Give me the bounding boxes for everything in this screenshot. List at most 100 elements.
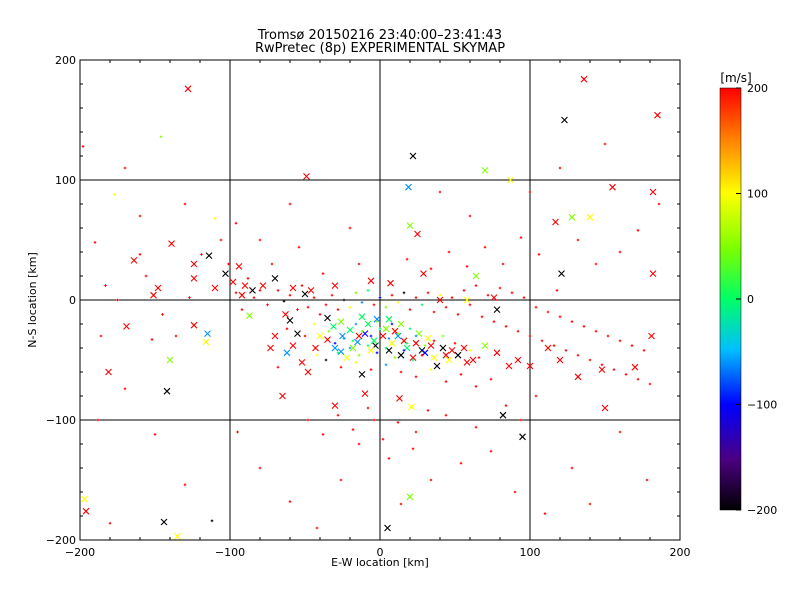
data-point-cross bbox=[259, 282, 267, 289]
data-point-dot bbox=[648, 382, 652, 386]
data-point-cross bbox=[649, 188, 657, 196]
data-point-cross bbox=[454, 351, 462, 359]
data-point-dot bbox=[240, 308, 244, 311]
data-point-cross bbox=[354, 338, 361, 346]
data-point-dot bbox=[360, 301, 364, 304]
data-point-dot bbox=[357, 442, 361, 446]
data-point-dot bbox=[501, 262, 505, 266]
data-point-dot bbox=[348, 346, 352, 350]
data-point-cross bbox=[364, 320, 372, 328]
data-point-dot bbox=[411, 358, 415, 362]
data-point-dot bbox=[387, 457, 391, 460]
data-point-dot bbox=[486, 293, 490, 297]
data-point-dot bbox=[296, 308, 299, 311]
data-point-cross bbox=[337, 348, 345, 355]
data-point-dot bbox=[555, 289, 559, 292]
data-point-cross bbox=[507, 176, 514, 184]
data-point-cross bbox=[445, 356, 453, 364]
x-tick-label: 200 bbox=[670, 546, 691, 559]
data-point-cross bbox=[514, 356, 522, 364]
data-point-dot bbox=[516, 329, 520, 333]
data-point-dot bbox=[96, 418, 100, 422]
data-point-cross bbox=[409, 354, 417, 361]
data-point-dot bbox=[252, 296, 256, 299]
data-point-cross bbox=[355, 332, 363, 340]
data-point-dot bbox=[453, 341, 457, 345]
data-point-dot bbox=[174, 334, 178, 338]
data-point-dot bbox=[288, 293, 292, 297]
scatter-points bbox=[81, 75, 661, 540]
data-point-dot bbox=[351, 339, 355, 343]
data-point-dot bbox=[528, 334, 532, 338]
data-point-dot bbox=[411, 447, 415, 451]
data-point-dot bbox=[483, 245, 487, 249]
data-point-cross bbox=[406, 493, 414, 501]
data-point-cross bbox=[267, 344, 274, 352]
data-point-dot bbox=[318, 313, 322, 316]
data-point-dot bbox=[227, 262, 230, 266]
data-point-dot bbox=[258, 238, 262, 242]
data-point-dot bbox=[303, 334, 307, 338]
data-point-dot bbox=[183, 483, 187, 487]
data-point-dot bbox=[570, 320, 574, 323]
data-point-dot bbox=[360, 329, 364, 333]
data-point-dot bbox=[375, 351, 379, 355]
data-point-dot bbox=[258, 289, 262, 292]
data-point-dot bbox=[636, 377, 640, 381]
data-point-cross bbox=[414, 230, 421, 238]
colorbar-tick-label: 200 bbox=[747, 82, 768, 95]
grid-lines bbox=[80, 60, 680, 540]
data-point-cross bbox=[430, 354, 438, 361]
data-point-dot bbox=[396, 421, 400, 424]
data-point-dot bbox=[357, 262, 361, 266]
data-point-dot bbox=[492, 320, 496, 323]
data-point-dot bbox=[510, 291, 514, 295]
chart-title: Tromsø 20150216 23:40:00–23:41:43 bbox=[257, 28, 502, 43]
data-point-cross bbox=[286, 317, 294, 324]
data-point-cross bbox=[448, 347, 456, 354]
data-point-dot bbox=[210, 519, 214, 523]
colorbar-label: [m/s] bbox=[720, 71, 751, 85]
data-point-dot bbox=[288, 500, 292, 503]
data-point-dot bbox=[138, 214, 142, 218]
data-point-dot bbox=[219, 238, 223, 242]
data-point-dot bbox=[366, 344, 370, 347]
data-point-cross bbox=[433, 362, 441, 370]
data-point-dot bbox=[236, 430, 239, 434]
data-point-cross bbox=[324, 314, 331, 322]
data-point-dot bbox=[213, 217, 217, 220]
data-point-cross bbox=[387, 279, 394, 287]
data-point-dot bbox=[396, 301, 400, 304]
data-point-dot bbox=[636, 229, 640, 232]
data-point-cross bbox=[331, 344, 339, 352]
data-point-dot bbox=[405, 257, 409, 261]
data-point-cross bbox=[307, 287, 315, 294]
data-point-cross bbox=[324, 336, 331, 343]
data-point-dot bbox=[558, 166, 562, 170]
data-point-dot bbox=[159, 135, 163, 139]
data-point-cross bbox=[424, 335, 432, 342]
data-point-dot bbox=[372, 303, 376, 307]
data-point-dot bbox=[522, 296, 526, 299]
x-axis-label: E-W location [km] bbox=[331, 556, 429, 569]
data-point-dot bbox=[321, 272, 325, 275]
data-point-cross bbox=[358, 313, 366, 321]
data-point-cross bbox=[406, 222, 414, 229]
data-point-cross bbox=[580, 75, 588, 83]
data-point-dot bbox=[366, 406, 370, 410]
data-point-dot bbox=[657, 202, 661, 206]
data-point-dot bbox=[342, 337, 346, 340]
data-point-cross bbox=[598, 366, 606, 373]
data-point-dot bbox=[99, 334, 103, 338]
data-point-cross bbox=[481, 342, 489, 349]
y-tick-label: −100 bbox=[46, 414, 76, 427]
data-point-dot bbox=[438, 293, 442, 297]
data-point-dot bbox=[366, 289, 370, 292]
data-point-dot bbox=[315, 353, 319, 357]
data-point-dot bbox=[558, 315, 562, 319]
data-point-dot bbox=[116, 298, 119, 302]
colorbar-tick-label: 100 bbox=[747, 188, 768, 201]
data-point-dot bbox=[432, 339, 436, 343]
data-point-dot bbox=[630, 344, 634, 347]
data-point-dot bbox=[474, 385, 478, 388]
